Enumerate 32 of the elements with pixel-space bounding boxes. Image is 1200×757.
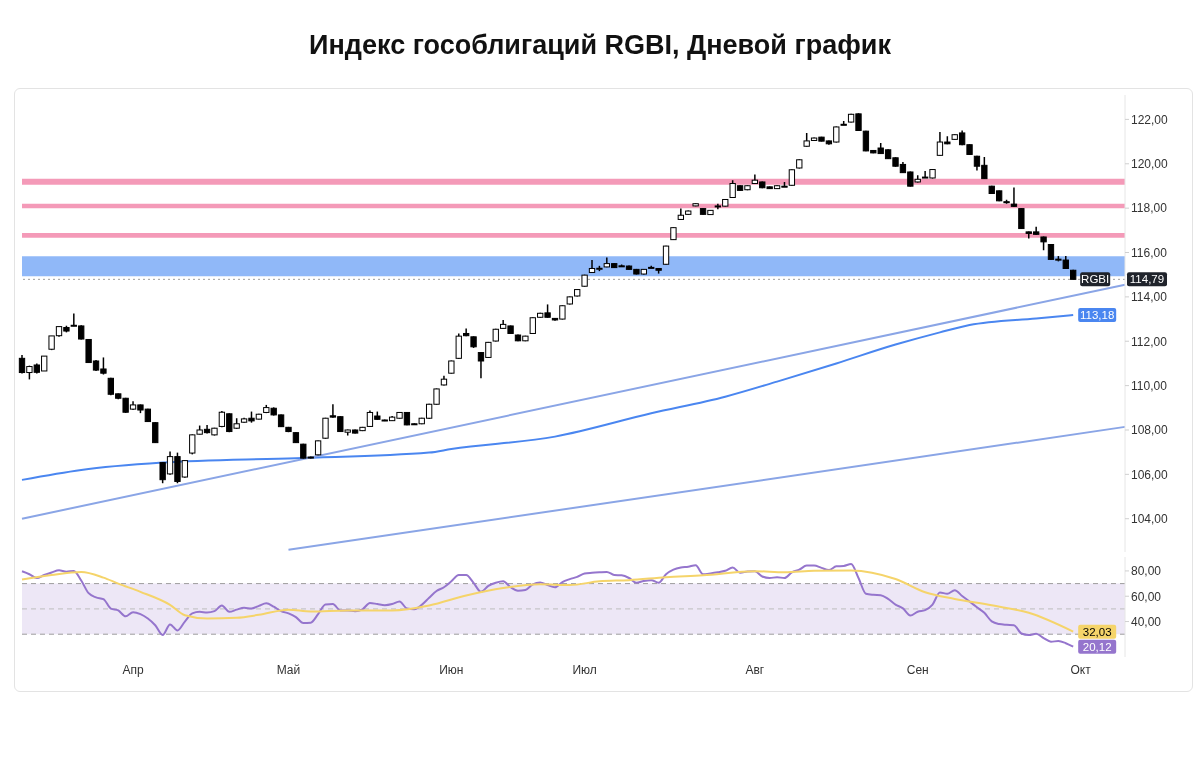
ref-line-label: 114,79 — [1129, 273, 1165, 286]
line-series — [21, 563, 1075, 648]
data-label: 32,03 — [1082, 625, 1112, 638]
y-tick-label: 122,00 — [1131, 112, 1169, 127]
candlestick — [1018, 207, 1025, 230]
y-tick-label: 40,00 — [1131, 614, 1162, 629]
line-series — [21, 569, 1075, 633]
y-tick-label: 108,00 — [1131, 423, 1169, 438]
x-tick-label: Апр — [122, 662, 144, 677]
y-tick-label: 118,00 — [1131, 201, 1168, 216]
series-label: RGBI — [1081, 273, 1110, 286]
x-tick-label: Июл — [572, 662, 597, 677]
candlestick — [1010, 186, 1018, 208]
data-label: 20,12 — [1082, 640, 1112, 653]
y-tick-label: 60,00 — [1131, 589, 1162, 604]
x-tick-label: Май — [276, 662, 301, 677]
y-tick-label: 112,00 — [1131, 334, 1168, 349]
chart-title: Индекс гособлигаций RGBI, Дневой график — [308, 30, 892, 61]
y-tick-label: 104,00 — [1131, 511, 1169, 526]
y-tick-label: 114,00 — [1131, 290, 1168, 305]
x-tick-label: Июн — [439, 662, 464, 677]
data-label: 113,18 — [1080, 309, 1115, 322]
y-tick-label: 116,00 — [1131, 245, 1168, 260]
y-tick-label: 106,00 — [1131, 467, 1169, 482]
candlestick — [662, 244, 670, 266]
x-tick-label: Сен — [906, 662, 929, 677]
x-tick-label: Авг — [745, 662, 765, 677]
y-tick-label: 110,00 — [1131, 378, 1168, 393]
x-tick-label: Окт — [1070, 662, 1092, 677]
line-series — [21, 314, 1075, 481]
y-tick-label: 80,00 — [1131, 564, 1162, 579]
y-tick-label: 120,00 — [1131, 157, 1169, 172]
